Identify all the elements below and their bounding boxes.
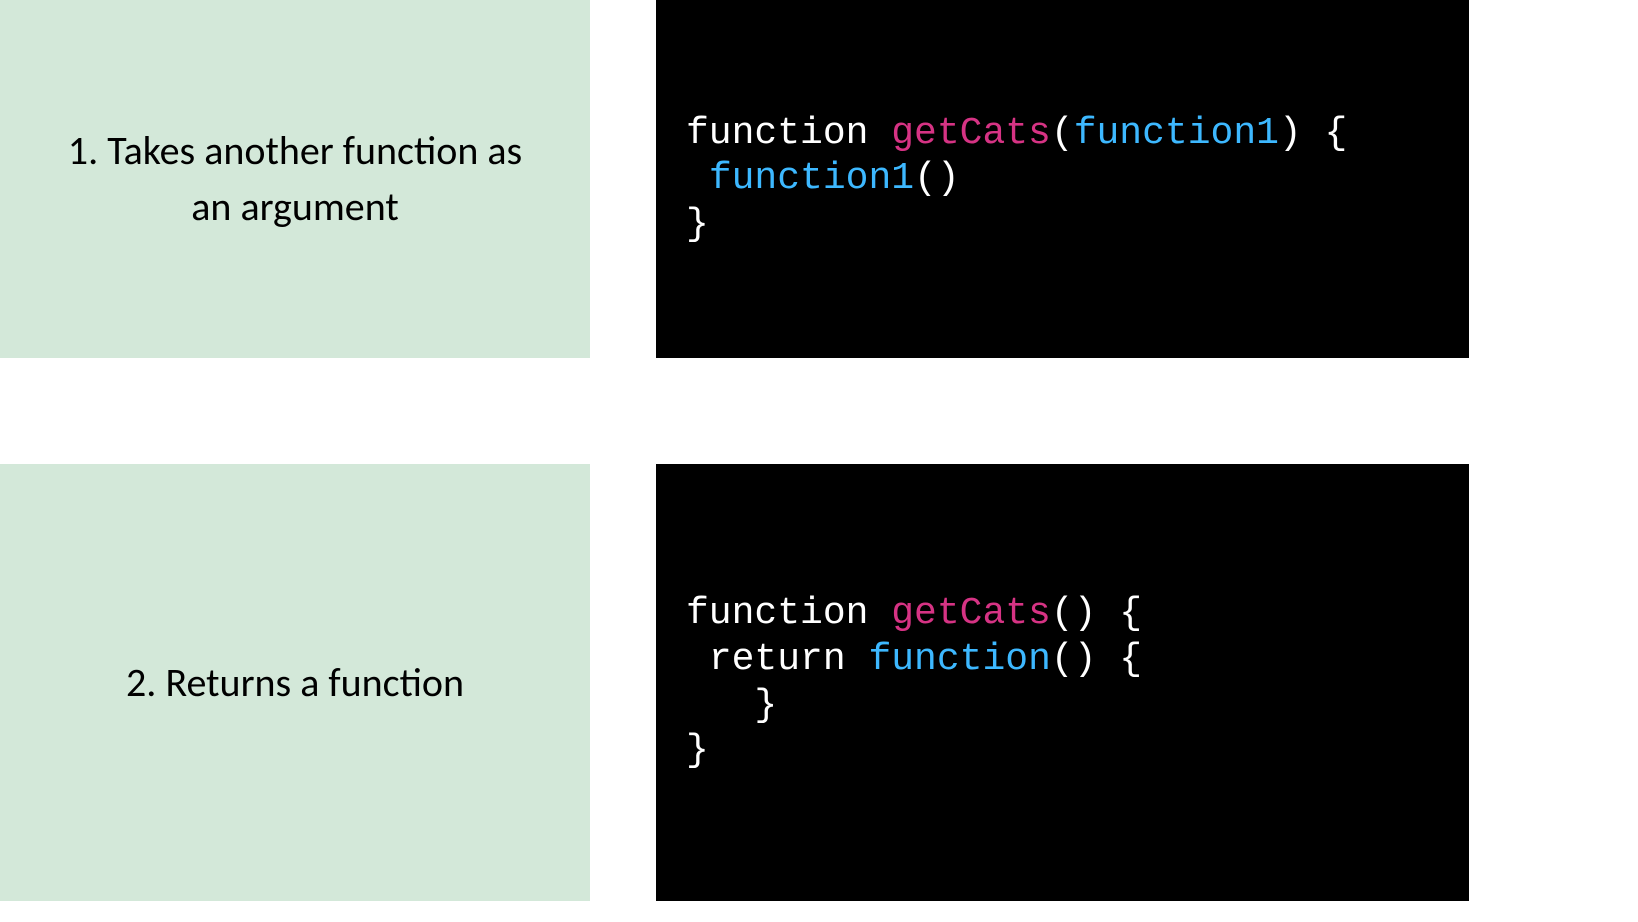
code-line: function getCats() { — [686, 591, 1439, 637]
code-panel-1: function getCats(function1) { function1(… — [656, 0, 1469, 358]
code-line: return function() { — [686, 637, 1439, 683]
code-token-brace: } — [686, 203, 709, 246]
code-line: function1() — [686, 156, 1439, 202]
code-token-pad — [686, 684, 754, 727]
code-line: function getCats(function1) { — [686, 111, 1439, 157]
column-gap — [590, 0, 656, 358]
row-2: 2. Returns a function function getCats()… — [0, 464, 1638, 901]
description-panel-2: 2. Returns a function — [0, 464, 590, 901]
code-token-brace: } — [686, 729, 709, 772]
code-token-param: function1 — [1074, 112, 1279, 155]
code-line: } — [686, 728, 1439, 774]
code-token-paren-brace: () { — [1051, 638, 1142, 681]
code-token-return: return — [709, 638, 869, 681]
code-token-function: function — [868, 638, 1050, 681]
description-text-1: 1. Takes another function as an argument — [50, 123, 540, 235]
description-text-2: 2. Returns a function — [126, 655, 464, 711]
code-token-fn-name: getCats — [891, 112, 1051, 155]
code-token-paren: () — [914, 157, 960, 200]
code-token-call: function1 — [709, 157, 914, 200]
code-token-fn-name: getCats — [891, 592, 1051, 635]
code-panel-2: function getCats() { return function() {… — [656, 464, 1469, 901]
description-panel-1: 1. Takes another function as an argument — [0, 0, 590, 358]
column-gap — [590, 464, 656, 901]
row-1: 1. Takes another function as an argument… — [0, 0, 1638, 358]
code-token-paren-brace: () { — [1051, 592, 1142, 635]
code-token-pad — [686, 638, 709, 681]
code-token-brace: } — [754, 684, 777, 727]
code-token-pad — [686, 157, 709, 200]
code-line: } — [686, 202, 1439, 248]
code-token-paren-brace: ) { — [1279, 112, 1347, 155]
code-token-keyword: function — [686, 112, 891, 155]
code-token-keyword: function — [686, 592, 891, 635]
code-line: } — [686, 683, 1439, 729]
code-token-paren: ( — [1051, 112, 1074, 155]
